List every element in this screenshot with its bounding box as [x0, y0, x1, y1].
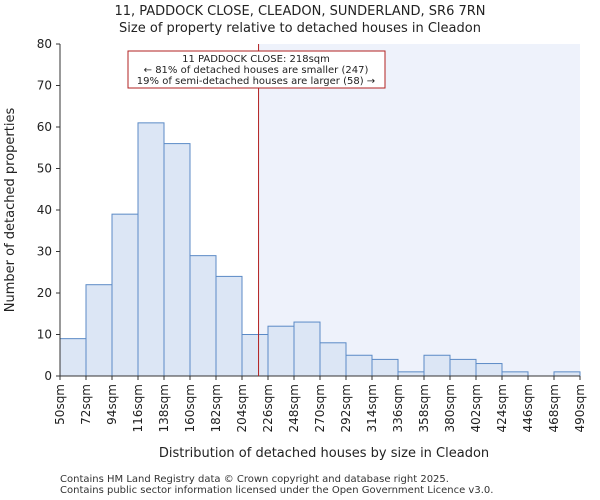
x-tick-label: 72sqm: [79, 384, 93, 425]
x-tick-label: 94sqm: [105, 384, 119, 425]
histogram-bar: [111, 213, 139, 377]
y-tick-label: 70: [37, 79, 52, 93]
annotation-frame: [127, 50, 386, 89]
histogram-bar: [163, 143, 191, 377]
x-tick-label: 314sqm: [365, 384, 379, 432]
histogram-bar: [501, 371, 529, 377]
y-tick-label: 0: [44, 369, 52, 383]
footer-line1: Contains HM Land Registry data © Crown c…: [60, 474, 449, 485]
chart-title-line1: 11, PADDOCK CLOSE, CLEADON, SUNDERLAND, …: [114, 4, 485, 19]
x-tick-label: 138sqm: [157, 384, 171, 432]
y-tick-label: 40: [37, 203, 52, 217]
chart-title-line2: Size of property relative to detached ho…: [119, 21, 481, 36]
annotation-line3: 19% of semi-detached houses are larger (…: [137, 76, 375, 87]
y-tick-label: 10: [37, 328, 52, 342]
x-tick-label: 160sqm: [183, 384, 197, 432]
annotation-line1: 11 PADDOCK CLOSE: 218sqm: [182, 54, 330, 65]
x-tick-label: 270sqm: [313, 384, 327, 432]
y-tick-label: 50: [37, 162, 52, 176]
y-tick-label: 30: [37, 245, 52, 259]
annotation-box: 11 PADDOCK CLOSE: 218sqm ← 81% of detach…: [127, 50, 386, 89]
histogram-bar: [397, 371, 425, 377]
histogram-bar: [475, 363, 503, 377]
footer-line2: Contains public sector information licen…: [60, 485, 493, 496]
histogram-bar: [59, 338, 87, 377]
x-tick-label: 402sqm: [469, 384, 483, 432]
x-tick-label: 468sqm: [547, 384, 561, 432]
y-tick-label: 60: [37, 120, 52, 134]
x-axis-label: Distribution of detached houses by size …: [159, 446, 489, 461]
x-tick-label: 226sqm: [261, 384, 275, 432]
histogram-bar: [345, 354, 373, 377]
x-tick-label: 380sqm: [443, 384, 457, 432]
histogram-bar: [371, 358, 399, 377]
x-tick-label: 50sqm: [53, 384, 67, 425]
histogram-bar: [215, 275, 243, 377]
histogram-bar: [553, 371, 581, 377]
histogram-bar: [319, 342, 347, 377]
histogram-bar: [137, 122, 165, 377]
x-tick-label: 292sqm: [339, 384, 353, 432]
x-tick-label: 182sqm: [209, 384, 223, 432]
x-tick-label: 424sqm: [495, 384, 509, 432]
plot-area: 0 10 20 30 40 50 60 70 80 50sqm 72sqm 94sqm 116sqm 13…: [37, 37, 587, 432]
histogram-bar: [267, 325, 295, 377]
x-tick-label: 490sqm: [573, 384, 587, 432]
histogram-bar: [423, 354, 451, 377]
histogram-bar: [241, 334, 269, 377]
x-tick-label: 446sqm: [521, 384, 535, 432]
histogram-bar: [85, 284, 113, 377]
histogram-bar: [449, 358, 477, 377]
histogram-bar: [189, 255, 217, 377]
x-tick-label: 336sqm: [391, 384, 405, 432]
x-tick-label: 248sqm: [287, 384, 301, 432]
x-tick-label: 204sqm: [235, 384, 249, 432]
larger-region-shade: [258, 44, 580, 376]
annotation-line2: ← 81% of detached houses are smaller (24…: [144, 65, 369, 76]
x-tick-label: 116sqm: [131, 384, 145, 432]
y-tick-label: 80: [37, 37, 52, 51]
x-tick-label: 358sqm: [417, 384, 431, 432]
histogram-bar: [293, 321, 321, 377]
y-tick-label: 20: [37, 286, 52, 300]
y-axis-label: Number of detached properties: [3, 108, 18, 313]
